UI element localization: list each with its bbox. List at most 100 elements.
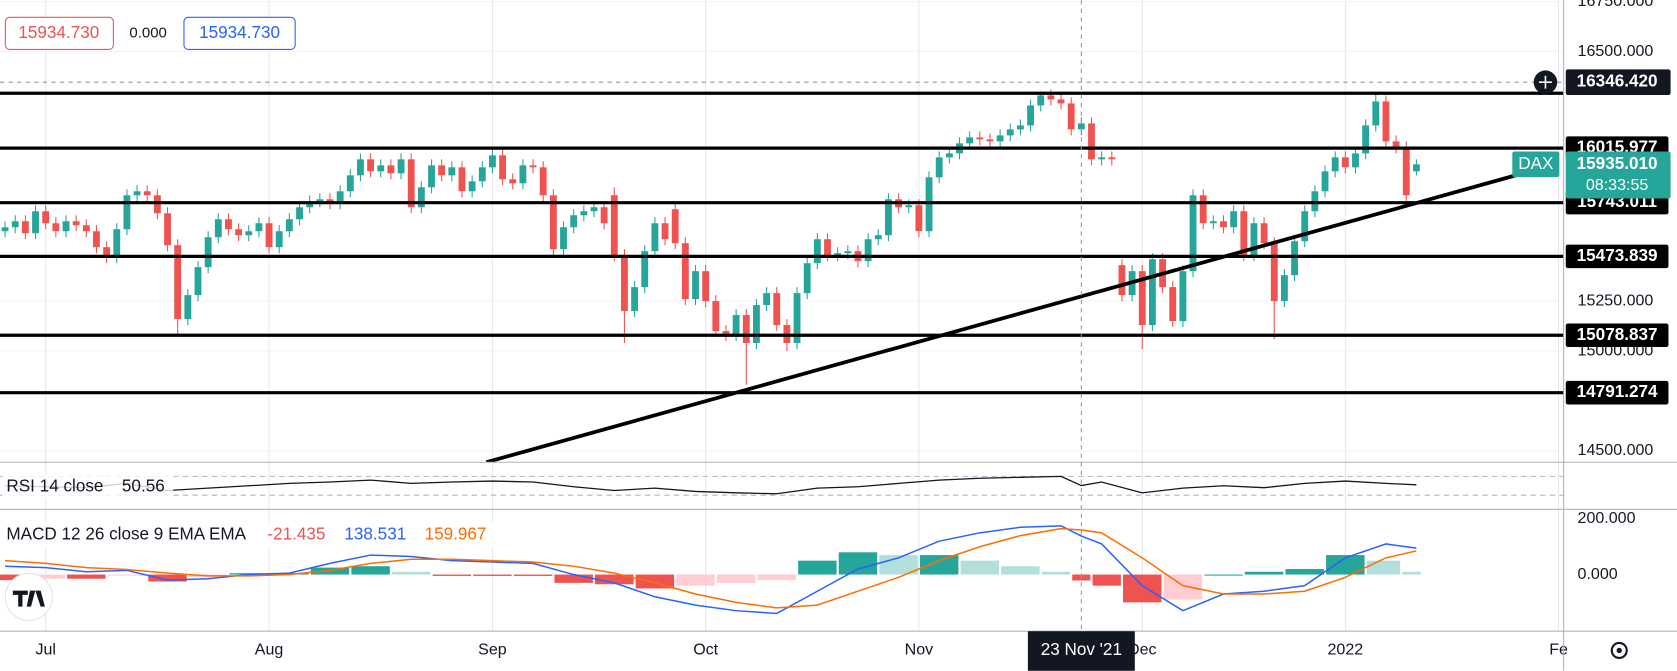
candle-body [681,243,689,300]
candle-body [1220,221,1227,228]
y-tick-label: 16750.000 [1578,0,1654,10]
crosshair-price: 16346.420 [1577,72,1658,91]
countdown: 08:33:55 [1586,176,1648,194]
candle-body [539,167,547,196]
candle-body [42,211,50,224]
price-pane [0,89,1564,463]
spread: 0.000 [129,24,166,41]
candle-body [245,231,253,236]
candle-body [519,165,527,184]
candle-body [377,165,385,172]
candle-body [1067,103,1075,130]
candle-body [945,153,953,158]
candle-body [1057,99,1065,104]
candle-body [1280,275,1288,302]
ask-box[interactable] [183,16,296,50]
candle-body [996,135,1004,142]
settings-icon[interactable] [1610,641,1628,660]
candle-body [549,195,557,250]
candle-body [458,167,466,192]
candle-body [712,301,720,332]
candle-body [133,191,141,196]
symbol: DAX [1518,154,1554,173]
candle-body [560,227,567,250]
candle-body [1402,147,1410,196]
level-label-bg [1565,323,1669,348]
candle-body [11,221,19,228]
candle-body [763,293,771,306]
macd-histogram-bar [716,574,756,583]
y-tick-label: 14500.000 [1578,441,1654,459]
bid-box[interactable] [4,16,114,50]
macd-line [4,527,1417,609]
add-alert-icon [1539,75,1552,89]
candle-body [753,305,760,344]
candle-body [499,155,507,180]
candle-body [1362,125,1370,154]
candle-body [489,155,496,168]
candle-body [732,315,740,336]
candle-body [1372,101,1380,126]
candle-body [590,207,598,212]
macd-histogram-bar [798,560,837,575]
candle-body [935,157,943,178]
candle-body [1027,105,1034,126]
candle-body [1118,265,1126,296]
macd-histogram-bar [595,574,634,585]
trendline [485,169,1531,463]
candle-body [702,271,710,302]
candle-body [62,221,70,232]
macd-histogram-bar [391,571,431,575]
macd-histogram-bar [1204,574,1243,576]
macd-series-value: 138.531 [344,524,406,543]
candle-body [367,159,375,172]
candle-body [905,205,913,208]
last-price: 15935.010 [1577,154,1658,173]
candle-body [346,175,354,192]
candle-body [468,181,476,192]
macd-histogram-bar [1366,560,1401,575]
candle-body [72,221,80,226]
candle-body [1270,243,1278,302]
x-tick-label: 2022 [1327,641,1363,659]
macd-histogram-bar [1123,574,1162,603]
candle-body [1260,223,1268,244]
candle-body [651,223,659,252]
macd-histogram-bar [148,574,187,582]
x-tick-label: Oct [693,641,718,659]
macd-histogram-bar [1285,568,1324,575]
candle-body [773,293,781,326]
indicator-panes: RSI 14 close 50.56 MACD 12 26 close 9 EMA … [0,475,1564,615]
candle-body [32,211,39,234]
candle-body [1047,95,1055,100]
macd-line [5,525,1417,615]
macd-histogram-bar [1092,574,1121,586]
candle-body [82,225,90,232]
macd-legend-bg [2,522,497,548]
candle-body [93,231,100,248]
candle-body [123,195,131,230]
candle-body [1209,221,1217,224]
candle-body [1382,101,1390,142]
candle-body [641,251,649,288]
candle-body [509,179,517,184]
candle-body [976,137,984,140]
candle-body [1108,157,1116,160]
candle-body [874,235,882,240]
candle-body [1321,171,1329,192]
candle-body [225,219,232,230]
crosshair-date-bg [1027,631,1135,671]
x-tick-label: Aug [255,641,284,659]
candle-body [1,227,9,232]
tv-logo [4,572,53,622]
candle-body [671,209,679,244]
candle-body [1301,211,1309,242]
candle-body [336,191,344,204]
macd-histogram-bar [26,574,65,579]
candle-body [1412,164,1420,172]
rsi-legend-bg [2,475,174,499]
rsi-value: 50.56 [122,476,165,495]
candle-body [296,207,303,220]
